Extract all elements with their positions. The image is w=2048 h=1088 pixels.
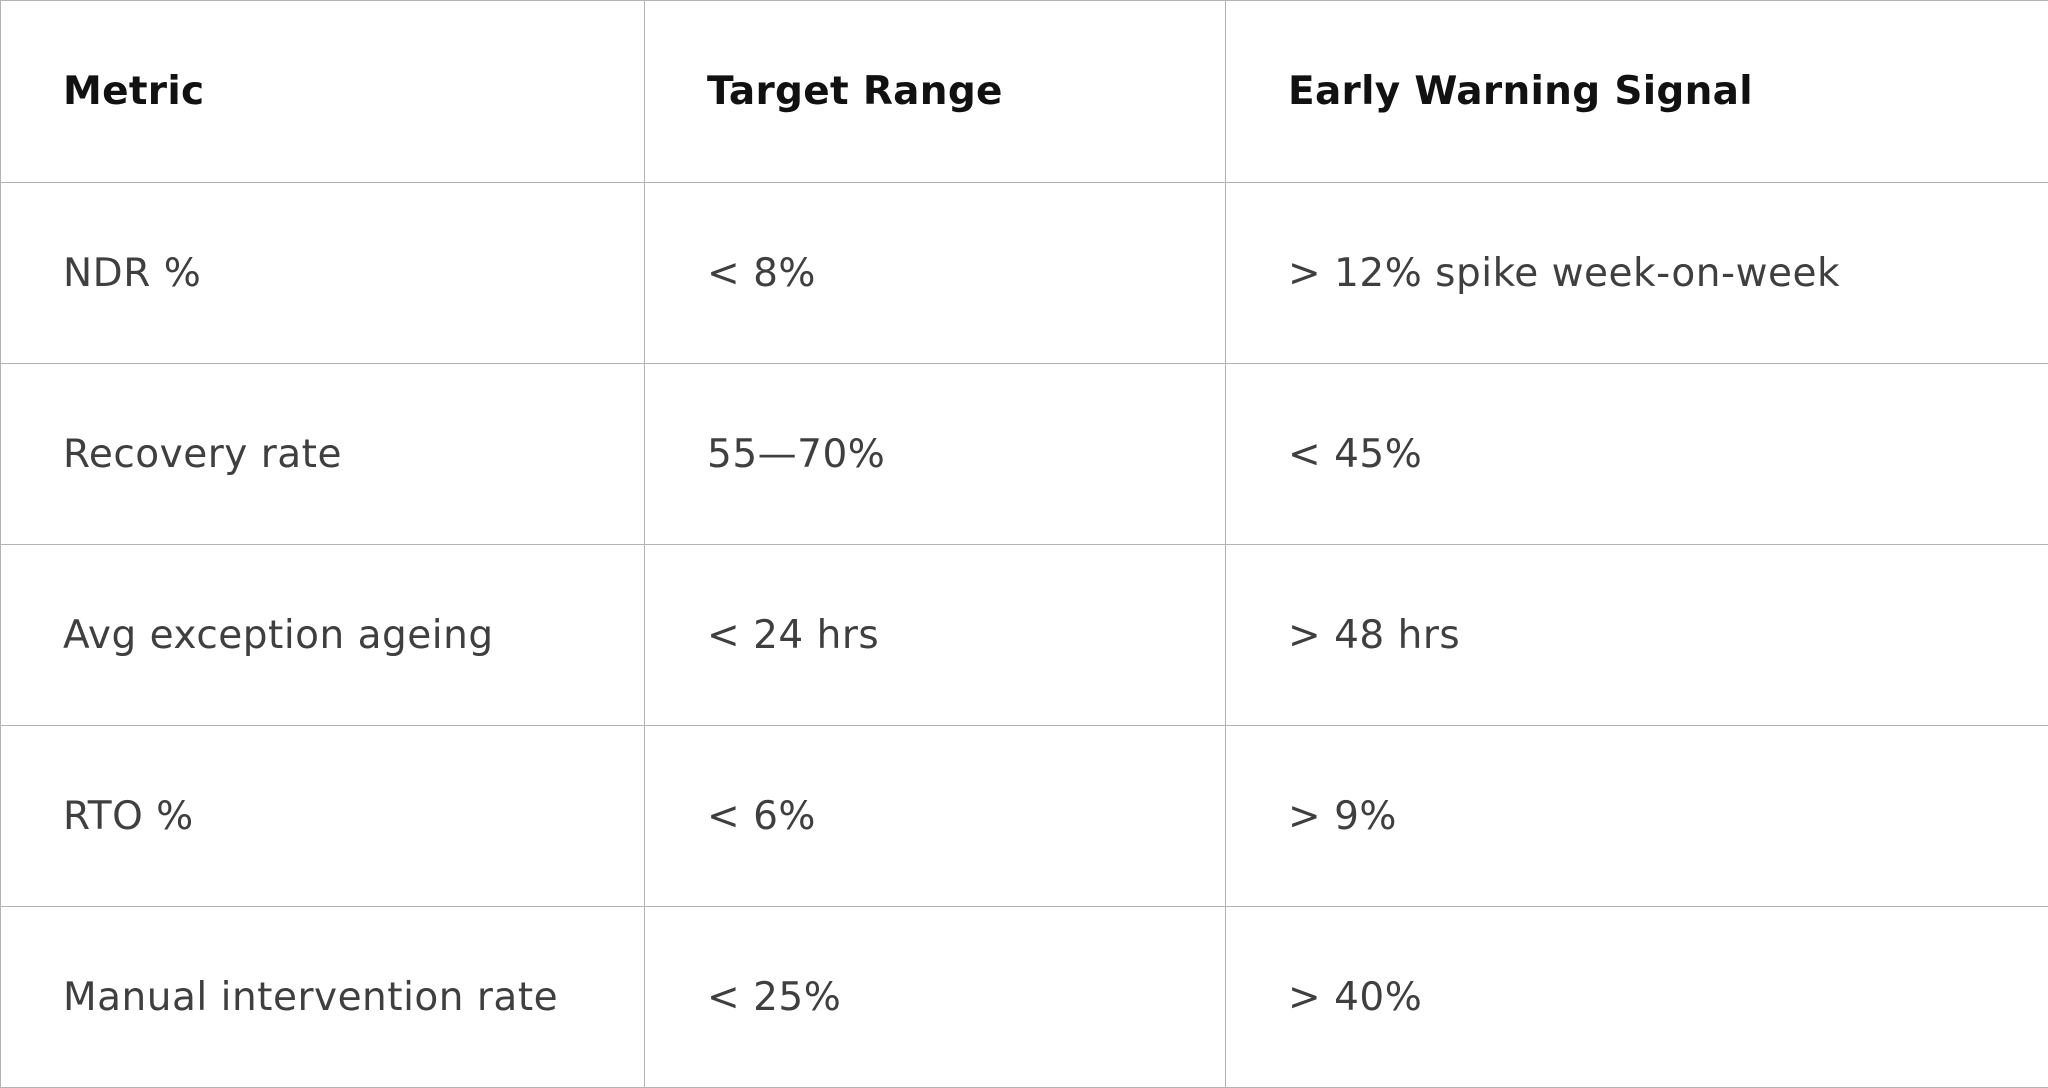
metric-cell: Avg exception ageing [1,545,645,726]
table-row: Avg exception ageing < 24 hrs > 48 hrs [1,545,2048,726]
metric-cell: NDR % [1,183,645,364]
warning-signal-cell: > 12% spike week-on-week [1226,183,2048,364]
header-metric: Metric [1,1,645,183]
header-early-warning-signal: Early Warning Signal [1226,1,2048,183]
header-target-range: Target Range [645,1,1226,183]
target-range-cell: < 6% [645,726,1226,907]
metric-cell: Manual intervention rate [1,907,645,1088]
warning-signal-cell: < 45% [1226,364,2048,545]
warning-signal-cell: > 40% [1226,907,2048,1088]
table-row: RTO % < 6% > 9% [1,726,2048,907]
warning-signal-cell: > 9% [1226,726,2048,907]
table-row: Recovery rate 55—70% < 45% [1,364,2048,545]
table-row: Manual intervention rate < 25% > 40% [1,907,2048,1088]
table-body: NDR % < 8% > 12% spike week-on-week Reco… [1,183,2048,1088]
table-row: NDR % < 8% > 12% spike week-on-week [1,183,2048,364]
target-range-cell: < 8% [645,183,1226,364]
metric-cell: Recovery rate [1,364,645,545]
target-range-cell: < 24 hrs [645,545,1226,726]
target-range-cell: < 25% [645,907,1226,1088]
warning-signal-cell: > 48 hrs [1226,545,2048,726]
target-range-cell: 55—70% [645,364,1226,545]
header-row: Metric Target Range Early Warning Signal [1,1,2048,183]
metric-cell: RTO % [1,726,645,907]
table-header: Metric Target Range Early Warning Signal [1,1,2048,183]
